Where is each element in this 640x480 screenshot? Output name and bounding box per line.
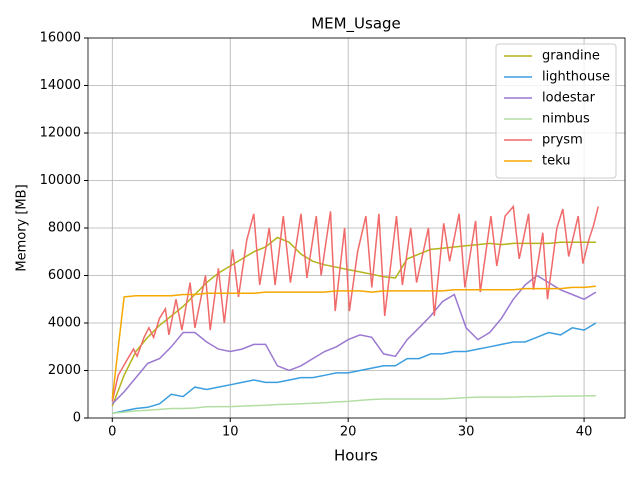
legend-label: prysm [542, 133, 583, 148]
legend-label: nimbus [542, 112, 590, 127]
x-tick-label: 20 [340, 425, 357, 440]
y-tick-label: 14000 [40, 78, 81, 93]
x-tick-label: 30 [458, 425, 475, 440]
legend-label: teku [542, 154, 570, 169]
y-tick-label: 16000 [40, 31, 81, 46]
y-tick-label: 8000 [48, 221, 81, 236]
series-line [111, 274, 597, 405]
y-tick-label: 12000 [40, 126, 81, 141]
chart-title: MEM_Usage [311, 15, 401, 34]
y-tick-label: 4000 [48, 316, 81, 331]
plot-frame [87, 37, 626, 419]
y-tick-label: 6000 [48, 268, 81, 283]
y-axis-label: Memory [MB] [15, 184, 30, 271]
series-line [111, 204, 599, 402]
x-tick-label: 0 [108, 425, 116, 440]
legend-label: lighthouse [542, 70, 610, 85]
y-tick-label: 10000 [40, 173, 81, 188]
legend-label: grandine [542, 49, 600, 64]
y-tick-label: 0 [73, 411, 81, 426]
x-tick-label: 10 [222, 425, 239, 440]
y-tick-label: 2000 [48, 363, 81, 378]
series-line [111, 236, 596, 407]
legend: grandine lighthouse lodestar nimbus prysm tek… [495, 43, 617, 179]
x-tick-label: 40 [576, 425, 593, 440]
series-line [112, 322, 597, 415]
series-line [111, 285, 596, 400]
x-axis-label: Hours [334, 447, 378, 465]
series-line [112, 394, 596, 415]
legend-label: lodestar [542, 91, 596, 106]
